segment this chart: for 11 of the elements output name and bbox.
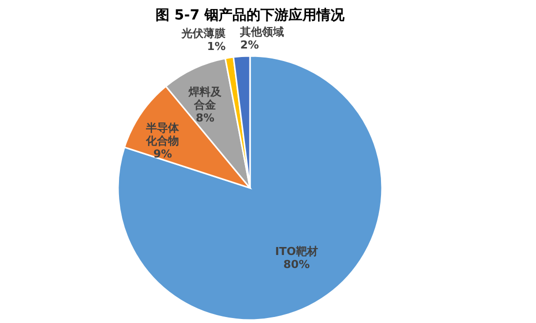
chart-title: 图 5-7 铟产品的下游应用情况 <box>155 6 346 24</box>
data-label: 80% <box>283 258 310 272</box>
slice-label: ITO靶材 <box>275 245 318 258</box>
slice-label: 焊料及合金 <box>188 85 223 112</box>
slice-label: 光伏薄膜 <box>180 27 227 40</box>
slice-label: 半导体化合物 <box>145 122 180 148</box>
data-label: 1% <box>206 40 226 54</box>
data-label: 9% <box>153 148 172 161</box>
data-label: 8% <box>196 111 214 124</box>
slice-label: 其他领域 <box>239 26 284 39</box>
data-label: 2% <box>240 38 259 52</box>
